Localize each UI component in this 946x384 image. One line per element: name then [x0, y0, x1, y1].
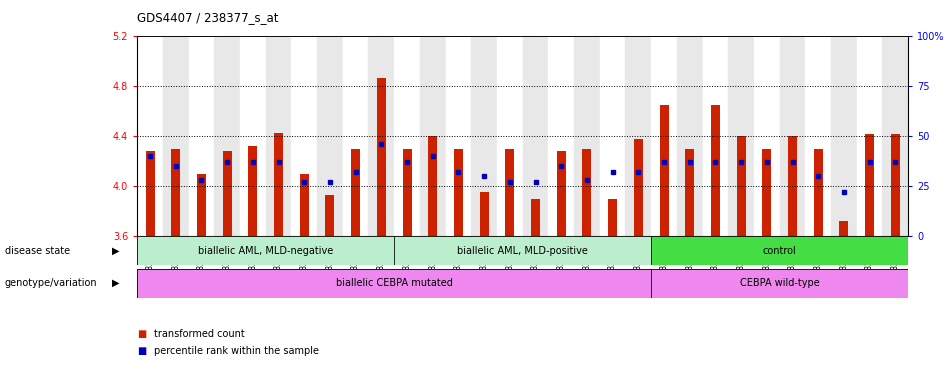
- Bar: [625, 36, 651, 236]
- Text: CEBPA wild-type: CEBPA wild-type: [740, 278, 819, 288]
- Bar: [651, 236, 908, 265]
- Bar: [531, 199, 540, 236]
- Bar: [522, 36, 549, 236]
- Text: transformed count: transformed count: [154, 329, 245, 339]
- Bar: [583, 149, 591, 236]
- Bar: [137, 236, 394, 265]
- Bar: [137, 269, 651, 298]
- Bar: [137, 36, 163, 236]
- Bar: [659, 105, 669, 236]
- Bar: [402, 149, 412, 236]
- Bar: [300, 174, 308, 236]
- Text: control: control: [762, 245, 797, 256]
- Bar: [325, 195, 335, 236]
- Bar: [651, 36, 676, 236]
- Bar: [420, 36, 446, 236]
- Bar: [429, 136, 437, 236]
- Bar: [780, 36, 805, 236]
- Bar: [266, 36, 291, 236]
- Bar: [240, 36, 266, 236]
- Bar: [188, 36, 214, 236]
- Text: ■: ■: [137, 329, 147, 339]
- Bar: [446, 36, 471, 236]
- Text: percentile rank within the sample: percentile rank within the sample: [154, 346, 319, 356]
- Text: genotype/variation: genotype/variation: [5, 278, 97, 288]
- Bar: [814, 149, 823, 236]
- Bar: [342, 36, 368, 236]
- Bar: [703, 36, 728, 236]
- Bar: [222, 151, 232, 236]
- Bar: [291, 36, 317, 236]
- Bar: [737, 136, 745, 236]
- Bar: [762, 149, 771, 236]
- Text: ▶: ▶: [112, 245, 119, 256]
- Bar: [497, 36, 522, 236]
- Bar: [171, 149, 181, 236]
- Bar: [317, 36, 342, 236]
- Bar: [857, 36, 883, 236]
- Bar: [685, 149, 694, 236]
- Bar: [146, 151, 154, 236]
- Text: disease state: disease state: [5, 245, 70, 256]
- Bar: [788, 136, 797, 236]
- Bar: [394, 36, 420, 236]
- Bar: [891, 134, 900, 236]
- Bar: [471, 36, 497, 236]
- Text: GDS4407 / 238377_s_at: GDS4407 / 238377_s_at: [137, 12, 279, 25]
- Bar: [377, 78, 386, 236]
- Text: biallelic CEBPA mutated: biallelic CEBPA mutated: [336, 278, 452, 288]
- Bar: [865, 134, 874, 236]
- Bar: [394, 236, 651, 265]
- Text: biallelic AML, MLD-positive: biallelic AML, MLD-positive: [457, 245, 588, 256]
- Bar: [351, 149, 360, 236]
- Bar: [454, 149, 463, 236]
- Bar: [710, 105, 720, 236]
- Bar: [831, 36, 857, 236]
- Bar: [368, 36, 394, 236]
- Bar: [634, 139, 643, 236]
- Text: biallelic AML, MLD-negative: biallelic AML, MLD-negative: [198, 245, 333, 256]
- Bar: [480, 192, 489, 236]
- Bar: [839, 221, 849, 236]
- Bar: [574, 36, 600, 236]
- Bar: [676, 36, 703, 236]
- Bar: [214, 36, 240, 236]
- Bar: [163, 36, 188, 236]
- Bar: [197, 174, 206, 236]
- Bar: [248, 146, 257, 236]
- Bar: [274, 132, 283, 236]
- Bar: [549, 36, 574, 236]
- Text: ▶: ▶: [112, 278, 119, 288]
- Bar: [651, 269, 908, 298]
- Bar: [754, 36, 780, 236]
- Bar: [556, 151, 566, 236]
- Bar: [608, 199, 617, 236]
- Bar: [883, 36, 908, 236]
- Bar: [505, 149, 515, 236]
- Bar: [728, 36, 754, 236]
- Text: ■: ■: [137, 346, 147, 356]
- Bar: [805, 36, 831, 236]
- Bar: [600, 36, 625, 236]
